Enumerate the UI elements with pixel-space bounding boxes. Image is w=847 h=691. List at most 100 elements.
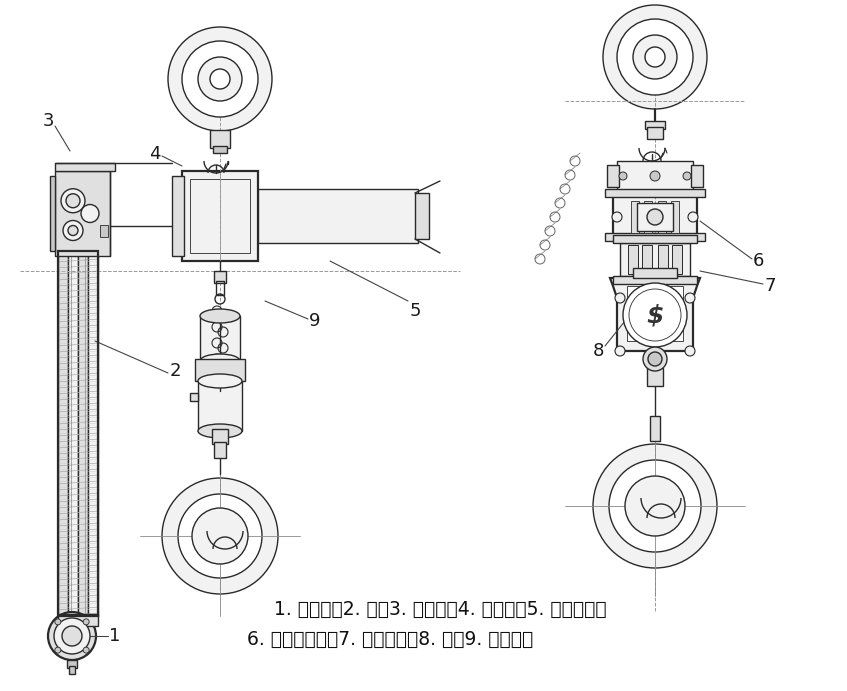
Bar (647, 368, 663, 386)
Bar (613, 276, 697, 284)
Circle shape (619, 172, 627, 180)
Circle shape (61, 189, 85, 213)
Bar (172, 176, 184, 256)
Polygon shape (610, 278, 700, 351)
Bar (647, 127, 663, 139)
Bar (658, 245, 668, 274)
Circle shape (54, 618, 90, 654)
Bar (55, 163, 115, 171)
Circle shape (685, 293, 695, 303)
Circle shape (63, 220, 83, 240)
Bar (58, 251, 98, 616)
Bar (214, 271, 226, 283)
Circle shape (643, 347, 667, 371)
Bar (631, 201, 639, 233)
Circle shape (612, 212, 622, 222)
Bar (100, 225, 108, 236)
Bar (58, 614, 98, 626)
Text: 3: 3 (42, 112, 53, 130)
Bar (628, 245, 638, 274)
Circle shape (617, 19, 693, 95)
Circle shape (615, 293, 625, 303)
Circle shape (182, 41, 258, 117)
Bar (691, 165, 703, 187)
Bar (658, 201, 666, 233)
Circle shape (593, 444, 717, 568)
Circle shape (55, 647, 61, 653)
Circle shape (685, 346, 695, 356)
Text: 8: 8 (592, 342, 604, 360)
Text: 6: 6 (752, 252, 764, 270)
Bar (645, 121, 665, 129)
Bar (69, 666, 75, 674)
Bar (637, 203, 673, 231)
Bar (415, 193, 429, 239)
Bar (605, 189, 705, 197)
Text: 2: 2 (169, 362, 180, 380)
Text: 6. 防撞限位总成7. 下钩盒总成8. 铭牌9. 起重链条: 6. 防撞限位总成7. 下钩盒总成8. 铭牌9. 起重链条 (246, 630, 533, 648)
Ellipse shape (200, 309, 240, 323)
Bar (200, 316, 240, 361)
Circle shape (603, 5, 707, 109)
Circle shape (83, 619, 89, 625)
Bar (198, 379, 242, 431)
Text: 5: 5 (409, 302, 421, 320)
Text: 4: 4 (149, 145, 161, 163)
Bar (613, 235, 697, 243)
Bar (213, 146, 227, 153)
Circle shape (615, 346, 625, 356)
Bar (607, 165, 619, 187)
Bar (190, 393, 198, 401)
Bar (642, 245, 652, 274)
Bar (671, 201, 679, 233)
Bar (195, 359, 245, 381)
Circle shape (68, 225, 78, 236)
Circle shape (647, 209, 663, 225)
Bar (672, 245, 682, 274)
Circle shape (66, 193, 80, 208)
Circle shape (81, 205, 99, 223)
Circle shape (645, 47, 665, 67)
Circle shape (210, 69, 230, 89)
Ellipse shape (200, 354, 240, 368)
Circle shape (55, 619, 61, 625)
Bar (190, 179, 250, 253)
Ellipse shape (198, 424, 242, 438)
Circle shape (650, 171, 660, 181)
Bar (68, 251, 78, 616)
Bar (55, 171, 110, 256)
Circle shape (83, 647, 89, 653)
Bar (58, 251, 68, 616)
Bar (210, 130, 230, 148)
Circle shape (48, 612, 96, 660)
Bar (78, 251, 88, 616)
Circle shape (192, 508, 248, 564)
Bar (214, 442, 226, 458)
Bar (613, 193, 697, 241)
Circle shape (168, 27, 272, 131)
Bar (650, 416, 660, 441)
Text: 1. 手阀总成2. 胶管3. 马达总成4. 吊挂总成5. 减速器总成: 1. 手阀总成2. 胶管3. 马达总成4. 吊挂总成5. 减速器总成 (274, 600, 606, 618)
Text: 1: 1 (109, 627, 120, 645)
Bar (88, 251, 98, 616)
Bar (216, 281, 224, 295)
Circle shape (625, 476, 685, 536)
Bar (633, 268, 677, 278)
Circle shape (623, 283, 687, 347)
Circle shape (683, 172, 691, 180)
Circle shape (688, 212, 698, 222)
Bar (627, 286, 683, 341)
Bar (50, 176, 55, 251)
Ellipse shape (198, 374, 242, 388)
Text: $: $ (646, 303, 664, 327)
Bar (620, 243, 690, 276)
Bar (617, 161, 693, 191)
Circle shape (609, 460, 701, 552)
Circle shape (633, 35, 677, 79)
Text: 9: 9 (309, 312, 321, 330)
Bar (644, 201, 652, 233)
Bar (67, 660, 77, 668)
Text: 7: 7 (764, 277, 776, 295)
Circle shape (162, 478, 278, 594)
Bar (605, 233, 705, 241)
